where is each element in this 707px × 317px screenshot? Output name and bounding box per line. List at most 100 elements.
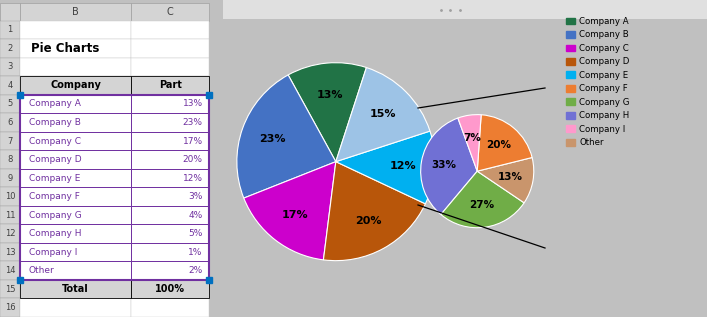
- Bar: [132, 113, 209, 132]
- Bar: [132, 58, 209, 76]
- Bar: [0, 299, 20, 317]
- Legend: Company A, Company B, Company C, Company D, Company E, Company F, Company G, Com: Company A, Company B, Company C, Company…: [566, 17, 630, 147]
- Text: 12%: 12%: [390, 161, 416, 171]
- Text: 15: 15: [5, 285, 16, 294]
- Wedge shape: [237, 75, 336, 198]
- Text: 6: 6: [7, 118, 13, 127]
- Bar: [20, 58, 132, 76]
- Text: Company D: Company D: [29, 155, 81, 164]
- Text: 5: 5: [7, 100, 13, 108]
- Text: Other: Other: [29, 266, 54, 275]
- Text: 17%: 17%: [281, 210, 308, 220]
- Text: Total: Total: [62, 284, 89, 294]
- Bar: [20, 224, 132, 243]
- Bar: [0, 206, 20, 224]
- Bar: [0, 3, 20, 21]
- Text: 9: 9: [7, 174, 13, 183]
- Wedge shape: [458, 115, 481, 171]
- Bar: [0, 262, 20, 280]
- Text: 2%: 2%: [188, 266, 203, 275]
- Bar: [0, 187, 20, 206]
- Wedge shape: [288, 63, 366, 162]
- Bar: [20, 169, 132, 187]
- Text: Company B: Company B: [29, 118, 81, 127]
- Bar: [20, 262, 132, 280]
- Bar: [20, 169, 132, 187]
- Text: 1: 1: [7, 25, 13, 34]
- Bar: [20, 39, 132, 58]
- Text: 8: 8: [7, 155, 13, 164]
- Bar: [20, 76, 132, 95]
- Bar: [132, 95, 209, 113]
- Text: 12%: 12%: [182, 174, 203, 183]
- Bar: [132, 150, 209, 169]
- Text: 1%: 1%: [188, 248, 203, 257]
- Bar: [0, 132, 20, 150]
- Text: 23%: 23%: [259, 134, 286, 144]
- Bar: [0, 39, 20, 58]
- Bar: [132, 262, 209, 280]
- Bar: [0, 76, 20, 95]
- Bar: [0, 243, 20, 262]
- Bar: [0, 113, 20, 132]
- Text: Company E: Company E: [29, 174, 81, 183]
- Text: Company C: Company C: [29, 137, 81, 146]
- Bar: [132, 224, 209, 243]
- Bar: [0, 224, 20, 243]
- Text: 10: 10: [5, 192, 16, 201]
- Text: 13: 13: [5, 248, 16, 257]
- Text: Pie Charts: Pie Charts: [31, 42, 100, 55]
- Bar: [20, 224, 132, 243]
- Text: C: C: [167, 7, 174, 17]
- Wedge shape: [477, 115, 532, 171]
- Text: 13%: 13%: [498, 172, 523, 182]
- Text: 23%: 23%: [182, 118, 203, 127]
- Wedge shape: [421, 118, 477, 215]
- Text: 2: 2: [7, 44, 13, 53]
- Text: 11: 11: [5, 210, 16, 220]
- Bar: [0, 95, 20, 113]
- Bar: [0, 21, 20, 39]
- Text: Company A: Company A: [29, 100, 81, 108]
- Text: Part: Part: [159, 81, 182, 90]
- Text: Company I: Company I: [29, 248, 77, 257]
- Bar: [20, 187, 132, 206]
- Bar: [0, 169, 20, 187]
- Bar: [132, 132, 209, 150]
- Bar: [132, 206, 209, 224]
- Bar: [132, 113, 209, 132]
- Bar: [20, 95, 132, 113]
- Text: Company G: Company G: [29, 210, 82, 220]
- Bar: [132, 262, 209, 280]
- Text: 3: 3: [7, 62, 13, 71]
- Wedge shape: [441, 171, 524, 228]
- Bar: [20, 280, 132, 299]
- Bar: [132, 76, 209, 95]
- Text: Company: Company: [50, 81, 101, 90]
- Text: 20%: 20%: [486, 140, 512, 150]
- Bar: [132, 206, 209, 224]
- Text: 12: 12: [5, 229, 16, 238]
- Bar: [20, 3, 132, 21]
- Wedge shape: [477, 158, 534, 203]
- Bar: [20, 280, 132, 299]
- Bar: [132, 39, 209, 58]
- Bar: [20, 262, 132, 280]
- Wedge shape: [336, 68, 430, 162]
- Bar: [20, 243, 132, 262]
- Bar: [132, 243, 209, 262]
- Bar: [132, 280, 209, 299]
- Bar: [20, 132, 132, 150]
- Bar: [132, 187, 209, 206]
- Bar: [20, 95, 132, 113]
- Bar: [132, 169, 209, 187]
- Text: 3%: 3%: [188, 192, 203, 201]
- Text: 33%: 33%: [431, 160, 456, 170]
- Bar: [20, 132, 132, 150]
- Bar: [20, 206, 132, 224]
- Bar: [132, 21, 209, 39]
- Text: 20%: 20%: [355, 216, 382, 226]
- Text: 5%: 5%: [188, 229, 203, 238]
- Bar: [20, 299, 132, 317]
- Text: 15%: 15%: [370, 109, 397, 119]
